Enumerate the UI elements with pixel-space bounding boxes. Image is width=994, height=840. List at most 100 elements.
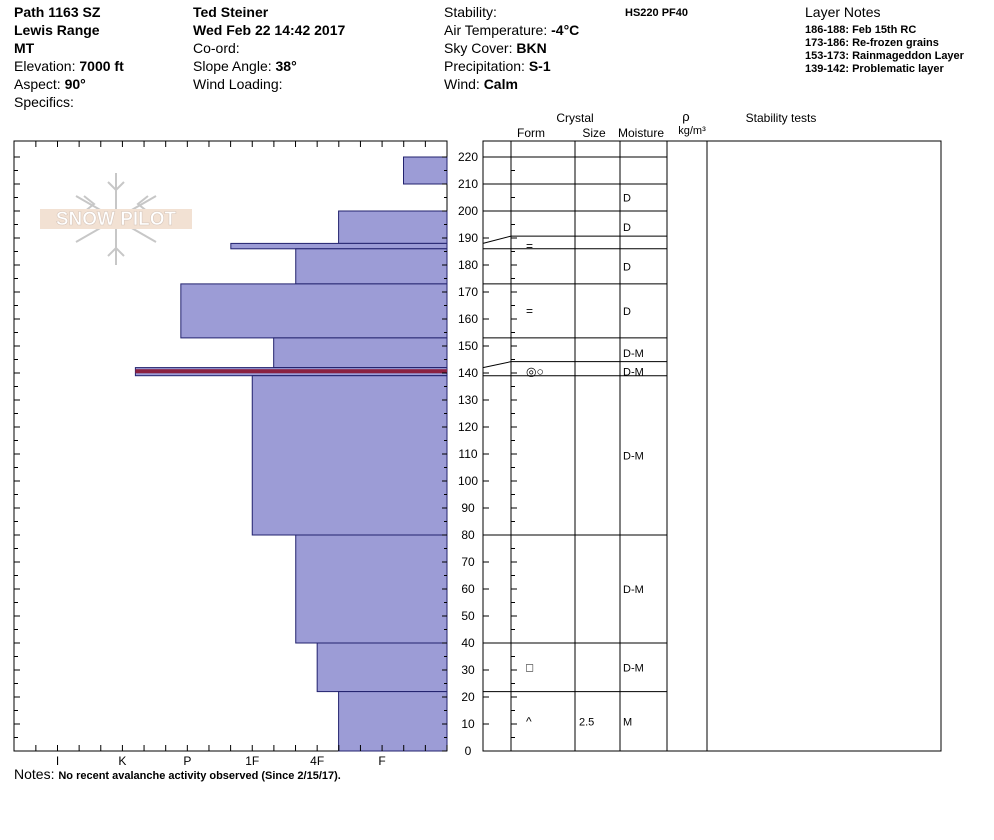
- depth-label: 110: [458, 447, 477, 461]
- depth-label: 160: [458, 312, 478, 326]
- hardness-bar-5: [273, 337, 448, 369]
- problem-layer-marker: [135, 369, 447, 374]
- depth-label: 190: [458, 231, 478, 245]
- wind-row: Wind: Calm: [444, 75, 579, 93]
- density-unit-header: kg/m³: [678, 125, 706, 137]
- specifics-row: Specifics:: [14, 93, 124, 111]
- rho-header: ρ: [682, 109, 689, 124]
- logo-text: SNOW PILOT: [56, 209, 177, 230]
- layer-note-3: 153-173: Rainmageddon Layer: [805, 50, 964, 62]
- wind-loading-row: Wind Loading:: [193, 75, 345, 93]
- hardness-bar-8: [295, 534, 448, 644]
- size-header: Size: [582, 126, 606, 140]
- precip-label: Precipitation:: [444, 58, 529, 74]
- depth-label: 70: [461, 555, 475, 569]
- hardness-label-K: K: [118, 754, 126, 768]
- hardness-label-1F: 1F: [245, 754, 259, 768]
- hardness-ticks: I K P 1F 4F F: [35, 141, 448, 768]
- precip-row: Precipitation: S-1: [444, 57, 579, 75]
- stability-tests-header: Stability tests: [746, 111, 817, 125]
- air-temp-value: -4°C: [551, 22, 580, 38]
- wind-label: Wind:: [444, 76, 484, 92]
- profile-connector: [482, 361, 512, 369]
- depth-label: 50: [461, 609, 475, 623]
- depth-label: 140: [458, 366, 478, 380]
- stability-label: Stability:: [444, 4, 497, 20]
- hardness-bar-4: [180, 283, 448, 339]
- depth-label: 200: [458, 204, 478, 218]
- aspect-value: 90°: [64, 76, 86, 92]
- hardness-bars: [134, 156, 448, 752]
- wind-value: Calm: [483, 76, 518, 92]
- slope-value: 38°: [275, 58, 297, 74]
- moisture-value: D-M: [623, 450, 644, 462]
- specifics-label: Specifics:: [14, 94, 74, 110]
- depth-label: 220: [458, 150, 478, 164]
- depth-label: 130: [458, 393, 478, 407]
- pit-name: Path 1163 SZ: [14, 4, 101, 20]
- moisture-value: D: [623, 193, 631, 205]
- grain-form-symbol: =: [526, 304, 533, 318]
- aspect-label: Aspect:: [14, 76, 65, 92]
- aspect-row: Aspect: 90°: [14, 75, 124, 93]
- profile-connector: [482, 235, 512, 244]
- hardness-label-P: P: [183, 754, 191, 768]
- grain-form-symbol: =: [526, 239, 533, 253]
- depth-label: 30: [461, 663, 475, 677]
- sky-cover-row: Sky Cover: BKN: [444, 39, 579, 57]
- moisture-value: D-M: [623, 367, 644, 379]
- observer-name: Ted Steiner: [193, 4, 269, 20]
- stability-row: Stability:: [444, 3, 579, 21]
- depth-label: 120: [458, 420, 478, 434]
- sky-cover-value: BKN: [516, 40, 547, 56]
- moisture-header: Moisture: [618, 126, 664, 140]
- hardness-label-F: F: [378, 754, 385, 768]
- grain-form-symbol: ◎○: [526, 365, 544, 379]
- depth-axis: 0 10 20 30 40 50 60 70 80 90 100 110 120 130 140 150 160…: [14, 150, 517, 758]
- elevation-value: 7000 ft: [79, 58, 124, 74]
- snowpilot-logo: SNOW PILOT: [40, 173, 192, 265]
- depth-label: 100: [458, 474, 478, 488]
- air-temp-label: Air Temperature:: [444, 22, 552, 38]
- observation-date: Wed Feb 22 14:42 2017: [193, 22, 346, 38]
- depth-label: 20: [461, 690, 475, 704]
- depth-label: 150: [458, 339, 478, 353]
- grain-size-value: 2.5: [579, 716, 594, 728]
- moisture-value: D: [623, 306, 631, 318]
- layer-note-4: 139-142: Problematic layer: [805, 63, 944, 75]
- precip-value: S-1: [528, 58, 551, 74]
- header-col-1: Path 1163 SZ Lewis Range MT Elevation: 7…: [14, 3, 124, 111]
- wind-loading-label: Wind Loading:: [193, 76, 283, 92]
- profile-panel: [482, 140, 942, 752]
- notes: Notes: No recent avalanche activity obse…: [14, 766, 341, 782]
- coord-row: Co-ord:: [193, 39, 345, 57]
- state-name: MT: [14, 40, 35, 56]
- hardness-label-I: I: [56, 754, 59, 768]
- range-name: Lewis Range: [14, 22, 100, 38]
- profile-frame: [482, 140, 942, 752]
- depth-label: 40: [461, 636, 475, 650]
- hardness-bar-3: [295, 248, 448, 285]
- layer-note-2: 173-186: Re-frozen grains: [805, 37, 939, 49]
- air-temp-row: Air Temperature: -4°C: [444, 21, 579, 39]
- slope-label: Slope Angle:: [193, 58, 276, 74]
- elevation-row: Elevation: 7000 ft: [14, 57, 124, 75]
- layer-note-1: 186-188: Feb 15th RC: [805, 24, 917, 36]
- grain-form-symbol: ^: [526, 714, 532, 728]
- depth-label: 90: [461, 501, 475, 515]
- depth-label: 170: [458, 285, 478, 299]
- moisture-value: D: [623, 261, 631, 273]
- grain-form-symbol: □: [526, 660, 533, 674]
- moisture-value: D-M: [623, 662, 644, 674]
- moisture-value: M: [623, 716, 632, 728]
- elevation-label: Elevation:: [14, 58, 80, 74]
- depth-label: 10: [461, 717, 475, 731]
- header-col-3: Stability: Air Temperature: -4°C Sky Cov…: [444, 3, 579, 93]
- notes-label: Notes:: [14, 766, 59, 782]
- header-col-2: Ted Steiner Wed Feb 22 14:42 2017 Co-ord…: [193, 3, 345, 93]
- moisture-value: D: [623, 222, 631, 234]
- profile-rows: D D = D = D D-M ◎○ D-M D-M D-M □ D-M ^ 2.5 M: [482, 156, 667, 728]
- hardness-bar-7: [251, 375, 448, 536]
- slope-row: Slope Angle: 38°: [193, 57, 345, 75]
